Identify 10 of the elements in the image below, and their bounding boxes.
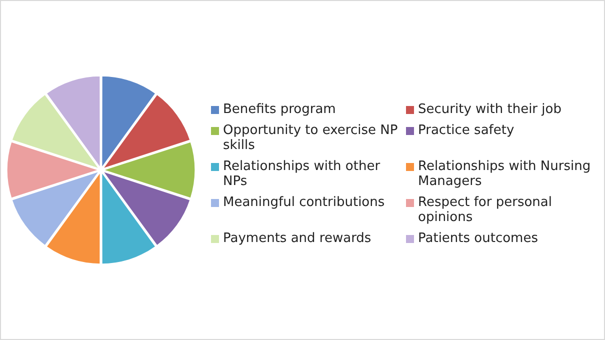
legend-label: Benefits program (223, 102, 336, 117)
legend-label: Payments and rewards (223, 231, 372, 246)
legend-label: Practice safety (418, 123, 514, 138)
legend-label: Meaningful contributions (223, 195, 385, 210)
legend-label: Patients outcomes (418, 231, 538, 246)
legend-label: Relationships with other NPs (223, 159, 382, 189)
legend-label: Opportunity to exercise NP skills (223, 123, 399, 153)
legend-label: Relationships with Nursing Managers (418, 159, 592, 189)
legend-label: Respect for personal opinions (418, 195, 553, 225)
legend-label: Security with their job (418, 102, 562, 117)
